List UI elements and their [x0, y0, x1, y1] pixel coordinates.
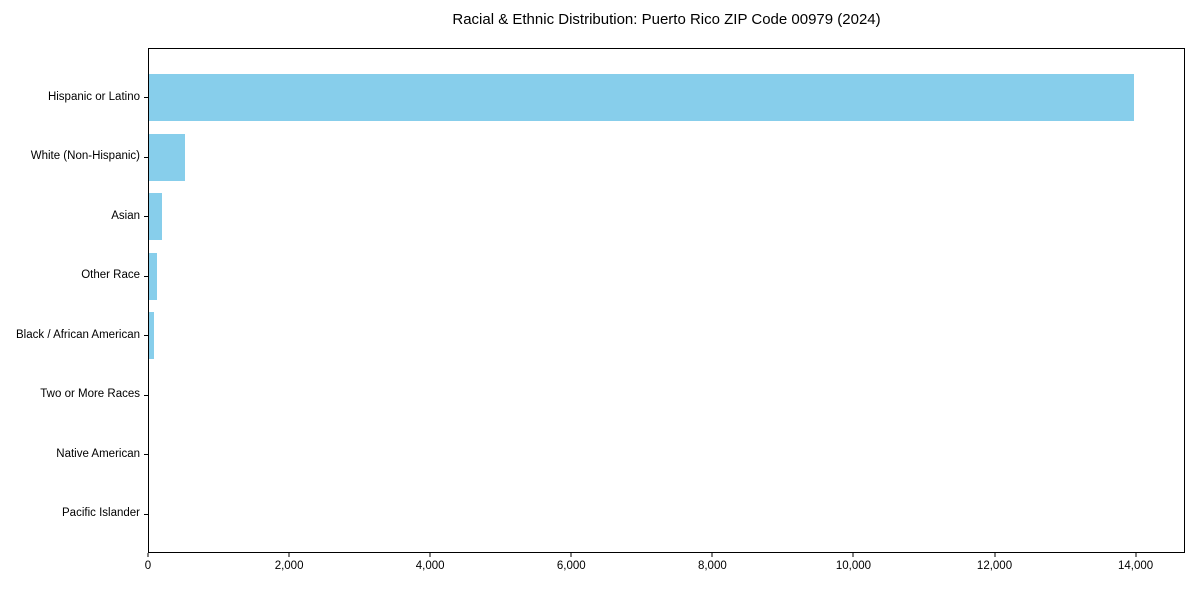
y-tick-mark	[144, 216, 148, 218]
bar-row	[149, 306, 1184, 366]
x-tick-label: 10,000	[835, 560, 872, 572]
x-tick-label: 8,000	[697, 560, 727, 572]
y-tick-mark	[144, 335, 148, 337]
bar-row	[149, 247, 1184, 307]
x-axis: 0 2,000 4,000 6,000 8,000 10,000 12,000 14,000	[144, 553, 1185, 583]
y-tick-label: Pacific Islander	[62, 507, 140, 520]
bar	[149, 193, 163, 241]
x-tick-mark	[429, 553, 431, 557]
y-tick-mark	[144, 513, 148, 515]
y-tick-label: Native American	[56, 447, 140, 460]
x-tick-label: 14,000	[1118, 560, 1154, 572]
x-tick-mark	[570, 553, 572, 557]
bar	[149, 312, 155, 360]
x-tick-label: 2,000	[274, 560, 304, 572]
y-tick-mark	[144, 97, 148, 99]
x-tick-label: 6,000	[556, 560, 586, 572]
x-tick-mark	[852, 553, 854, 557]
x-tick-mark	[147, 553, 149, 557]
bar-row	[149, 68, 1184, 128]
plot-area	[144, 48, 1185, 553]
y-tick-label: Hispanic or Latino	[47, 90, 140, 103]
y-tick-label: Black / African American	[16, 328, 140, 341]
bar	[149, 74, 1134, 122]
bar-row	[149, 425, 1184, 485]
x-tick-mark	[288, 553, 290, 557]
bar-row	[149, 187, 1184, 247]
y-tick-label: White (Non-Hispanic)	[30, 150, 140, 163]
y-tick-mark	[144, 454, 148, 456]
bar-rows	[149, 68, 1184, 544]
y-axis-labels: Hispanic or Latino White (Non-Hispanic) As…	[0, 48, 140, 553]
y-tick-mark	[144, 275, 148, 277]
bar-row	[149, 128, 1184, 188]
y-tick-label: Other Race	[81, 269, 140, 282]
y-tick-mark	[144, 156, 148, 158]
y-tick-label: Two or More Races	[40, 388, 140, 401]
bar	[149, 133, 185, 181]
x-tick-mark	[994, 553, 996, 557]
bar	[149, 252, 158, 300]
x-tick-label: 12,000	[976, 560, 1013, 572]
chart-title: Racial & Ethnic Distribution: Puerto Ric…	[452, 11, 881, 28]
x-tick-mark	[1135, 553, 1137, 557]
bar-row	[149, 485, 1184, 545]
x-tick-label: 0	[144, 560, 152, 572]
bar-row	[149, 366, 1184, 426]
x-tick-mark	[711, 553, 713, 557]
y-tick-label: Asian	[111, 209, 140, 222]
y-tick-mark	[144, 394, 148, 396]
x-tick-label: 4,000	[415, 560, 445, 572]
